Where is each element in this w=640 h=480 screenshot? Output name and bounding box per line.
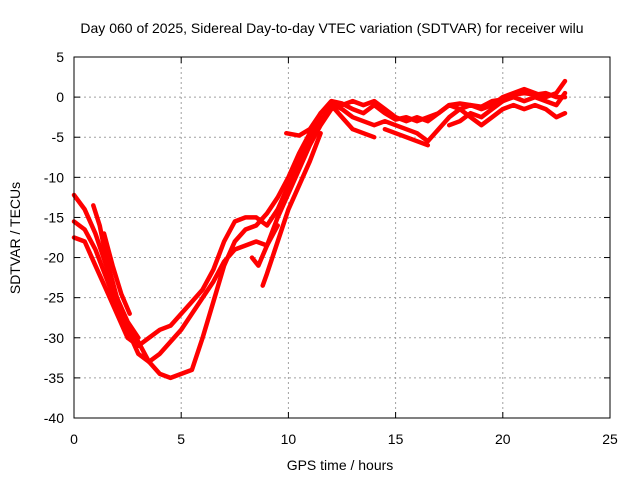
y-tick-label: 0	[56, 89, 64, 105]
series-line-track-5	[101, 231, 132, 316]
x-tick-label: 10	[281, 431, 297, 447]
series-line-track-10	[446, 90, 568, 128]
x-axis-label: GPS time / hours	[287, 457, 394, 473]
series-line-track-9	[382, 126, 431, 148]
series-line-track-3	[71, 98, 568, 365]
x-tick-label: 5	[177, 431, 185, 447]
x-tick-label: 0	[70, 431, 78, 447]
y-tick-label: 5	[56, 49, 64, 65]
series-line-track-4	[91, 203, 141, 341]
series-line-track-8	[284, 90, 568, 138]
plot-frame	[73, 56, 611, 419]
axis-ticks: 0 5 10 15 20 25 5 0 -5 -10 -15 -20 -25 -30 -35 -40	[44, 49, 618, 447]
y-tick-label: -25	[44, 290, 64, 306]
y-tick-label: -10	[44, 169, 64, 185]
x-tick-label: 25	[602, 431, 618, 447]
series-group	[71, 78, 568, 381]
y-tick-label: -30	[44, 330, 64, 346]
y-axis-label: SDTVAR / TECUs	[7, 182, 23, 294]
y-tick-label: -15	[44, 209, 64, 225]
chart-title: Day 060 of 2025, Sidereal Day-to-day VTE…	[80, 20, 583, 36]
x-tick-label: 20	[495, 431, 511, 447]
y-tick-label: -40	[44, 410, 64, 426]
y-tick-label: -20	[44, 250, 64, 266]
y-tick-label: -5	[52, 129, 65, 145]
x-tick-label: 15	[388, 431, 404, 447]
y-tick-label: -35	[44, 370, 64, 386]
series-line-track-7	[260, 130, 323, 288]
series-line-track-6	[249, 223, 280, 268]
